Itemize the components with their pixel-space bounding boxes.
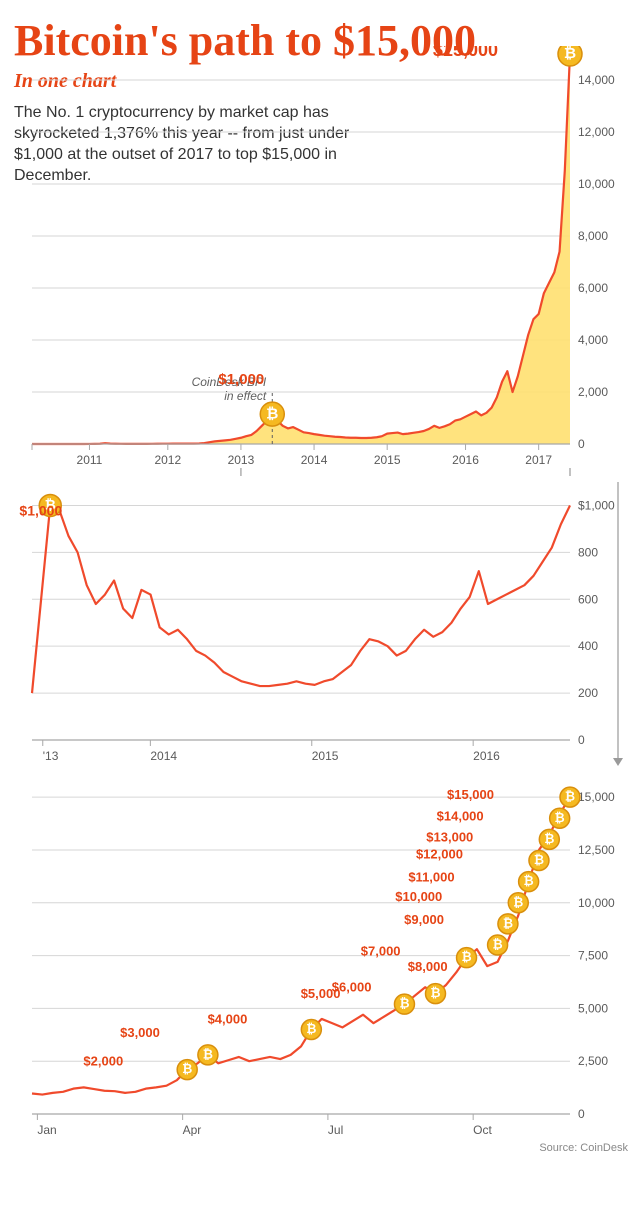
svg-text:$12,000: $12,000 [416, 847, 463, 862]
svg-text:₿: ₿ [534, 853, 544, 867]
svg-text:2015: 2015 [312, 749, 339, 763]
svg-text:4,000: 4,000 [578, 333, 608, 347]
svg-text:₿: ₿ [399, 997, 409, 1011]
chart-bot-svg: 0 2,500 5,000 7,500 10,000 12,500 15,000 Jan Apr… [14, 776, 628, 1136]
svg-text:Apr: Apr [183, 1123, 202, 1136]
svg-text:2012: 2012 [154, 453, 181, 467]
svg-text:$9,000: $9,000 [404, 912, 444, 927]
svg-text:in effect: in effect [224, 389, 267, 403]
svg-text:₿: ₿ [564, 46, 576, 62]
svg-text:$11,000: $11,000 [408, 870, 454, 885]
svg-text:7,500: 7,500 [578, 949, 608, 963]
svg-text:2016: 2016 [452, 453, 479, 467]
svg-text:400: 400 [578, 640, 598, 654]
svg-text:2016: 2016 [473, 749, 500, 763]
chart-mid: 0200400600800$1,000'13201420152016Nov. 2… [14, 482, 628, 768]
svg-text:Jul: Jul [328, 1123, 343, 1136]
svg-text:2015: 2015 [374, 453, 401, 467]
chart-top: 0 2,000 4,000 6,000 8,000 10,000 12,000 14,000 2… [14, 46, 628, 476]
svg-text:$3,000: $3,000 [120, 1025, 160, 1040]
svg-text:800: 800 [578, 546, 598, 560]
svg-text:$7,000: $7,000 [361, 944, 401, 959]
svg-text:2017: 2017 [525, 453, 552, 467]
svg-text:$1,000: $1,000 [218, 371, 264, 388]
svg-text:0: 0 [578, 437, 585, 451]
source-credit: Source: CoinDesk [14, 1142, 628, 1154]
svg-text:2,500: 2,500 [578, 1055, 608, 1069]
svg-text:14,000: 14,000 [578, 73, 615, 87]
svg-text:'13: '13 [43, 749, 59, 763]
svg-text:15,000: 15,000 [578, 791, 615, 805]
svg-text:$15,000: $15,000 [433, 46, 498, 60]
svg-text:$10,000: $10,000 [395, 889, 442, 904]
svg-text:8,000: 8,000 [578, 229, 608, 243]
svg-text:₿: ₿ [513, 896, 523, 910]
svg-text:12,000: 12,000 [578, 125, 615, 139]
svg-text:₿: ₿ [565, 790, 575, 804]
svg-text:2014: 2014 [150, 749, 177, 763]
svg-text:$1,000: $1,000 [578, 499, 615, 513]
svg-text:$8,000: $8,000 [408, 959, 448, 974]
svg-text:10,000: 10,000 [578, 896, 615, 910]
svg-text:2014: 2014 [301, 453, 328, 467]
svg-text:$13,000: $13,000 [426, 830, 473, 845]
chart-top-svg: 0 2,000 4,000 6,000 8,000 10,000 12,000 14,000 2… [14, 46, 628, 476]
svg-text:0: 0 [578, 1107, 585, 1121]
svg-text:₿: ₿ [492, 938, 502, 952]
svg-text:₿: ₿ [555, 811, 565, 825]
chart-mid-svg: 0200400600800$1,000'13201420152016Nov. 2… [14, 482, 628, 768]
svg-text:5,000: 5,000 [578, 1002, 608, 1016]
svg-text:10,000: 10,000 [578, 177, 615, 191]
chart-bot: 0 2,500 5,000 7,500 10,000 12,500 15,000 Jan Apr… [14, 776, 628, 1136]
svg-text:6,000: 6,000 [578, 281, 608, 295]
svg-text:600: 600 [578, 593, 598, 607]
svg-text:2,000: 2,000 [578, 385, 608, 399]
svg-text:2011: 2011 [77, 453, 103, 467]
svg-text:₿: ₿ [503, 917, 513, 931]
svg-text:$15,000: $15,000 [447, 788, 494, 803]
svg-text:₿: ₿ [266, 406, 278, 423]
svg-text:$14,000: $14,000 [437, 809, 484, 824]
svg-text:₿: ₿ [524, 875, 534, 889]
svg-text:₿: ₿ [544, 832, 554, 846]
svg-text:0: 0 [578, 733, 585, 747]
svg-text:$4,000: $4,000 [208, 1012, 248, 1027]
svg-text:$2,000: $2,000 [83, 1054, 123, 1069]
svg-text:₿: ₿ [203, 1048, 213, 1062]
svg-text:Oct: Oct [473, 1123, 492, 1136]
svg-text:Jan: Jan [37, 1123, 56, 1136]
svg-text:₿: ₿ [306, 1022, 316, 1036]
svg-text:₿: ₿ [182, 1063, 192, 1077]
svg-text:12,500: 12,500 [578, 843, 615, 857]
svg-text:$6,000: $6,000 [332, 980, 372, 995]
svg-text:₿: ₿ [430, 986, 440, 1000]
svg-text:2013: 2013 [228, 453, 255, 467]
svg-text:200: 200 [578, 686, 598, 700]
svg-text:₿: ₿ [461, 951, 471, 965]
svg-text:$1,000: $1,000 [19, 503, 62, 519]
